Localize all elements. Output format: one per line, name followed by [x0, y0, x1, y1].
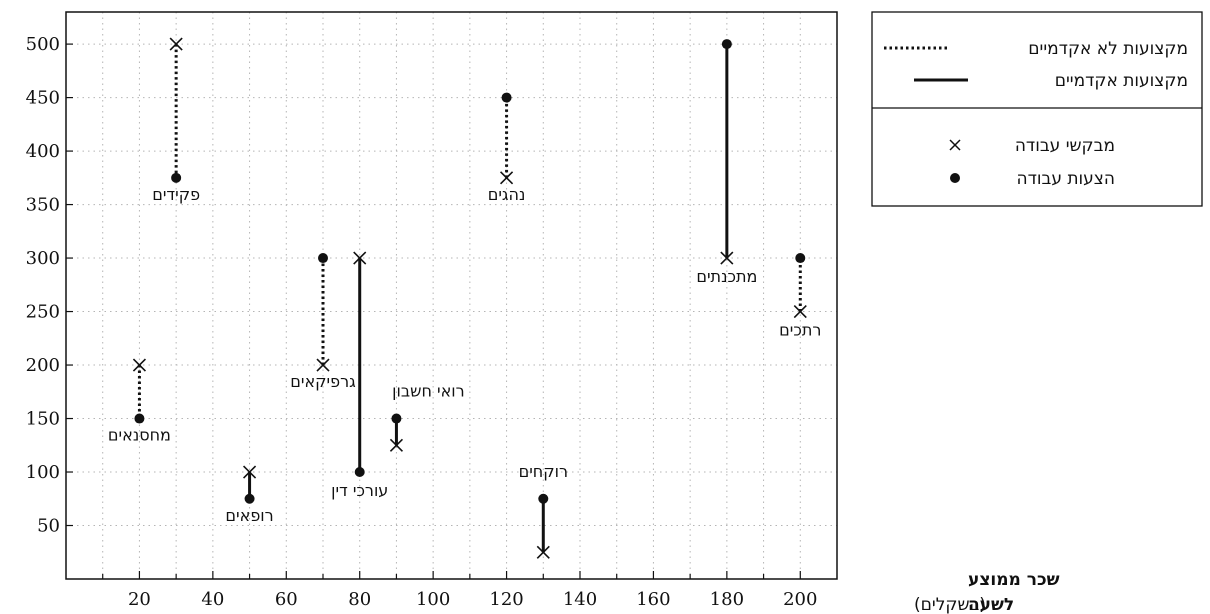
x-tick-label: 100	[416, 589, 450, 610]
y-tick-label: 300	[26, 248, 60, 269]
category-label: נהגים	[488, 185, 526, 204]
offers-marker	[134, 414, 144, 424]
y-tick-label: 350	[26, 195, 60, 216]
legend-label-offers: הצעות עבודה	[1016, 169, 1115, 189]
seekers-marker	[501, 172, 513, 184]
x-tick-label: 200	[783, 589, 817, 610]
data-pair: פקידים	[152, 38, 200, 204]
category-label: עורכי דין	[331, 481, 388, 500]
offers-marker	[171, 173, 181, 183]
category-label: גרפיקאים	[290, 372, 356, 391]
y-tick-label: 100	[26, 462, 60, 483]
x-axis-label-line1: שכר ממוצע	[968, 570, 1060, 590]
legend-offers-marker-icon	[950, 173, 960, 183]
axis-ticks: 20 40 60 80 100 120 140 160 180 200 50 100 150 200 250…	[26, 34, 818, 610]
x-tick-label: 20	[128, 589, 151, 610]
offers-marker	[538, 494, 548, 504]
data-pair: נהגים	[488, 93, 526, 204]
plot-frame	[66, 12, 837, 579]
x-tick-label: 160	[636, 589, 670, 610]
grid	[66, 12, 837, 579]
y-tick-label: 400	[26, 141, 60, 162]
category-label: רוקחים	[519, 462, 568, 481]
offers-marker	[722, 39, 732, 49]
offers-marker	[502, 93, 512, 103]
category-label: רתכים	[779, 321, 821, 340]
y-tick-label: 500	[26, 34, 60, 55]
data-pair: מחסנאים	[108, 359, 171, 444]
x-tick-label: 80	[348, 589, 371, 610]
offers-marker	[355, 467, 365, 477]
series: מחסנאים פקידים רופאים גרפיקאים עורכי דין רואי…	[108, 38, 821, 558]
x-tick-label: 180	[710, 589, 744, 610]
y-tick-label: 200	[26, 355, 60, 376]
x-tick-label: 40	[201, 589, 224, 610]
x-tick-label: 140	[563, 589, 597, 610]
legend-label-seekers: מבקשי עבודה	[1015, 136, 1115, 156]
offers-marker	[795, 253, 805, 263]
data-pair: רתכים	[779, 253, 821, 339]
legend-label-non-academic: מקצועות לא אקדמיים	[1028, 39, 1188, 59]
x-tick-label: 120	[489, 589, 523, 610]
category-label: מתכנתים	[696, 267, 757, 286]
offers-marker	[318, 253, 328, 263]
category-label: רואי חשבון	[392, 382, 465, 401]
seekers-marker	[317, 359, 329, 371]
data-pair: רופאים	[225, 466, 273, 525]
data-pair: רוקחים	[519, 462, 568, 558]
data-pair: רואי חשבון	[390, 382, 464, 452]
data-pair: מתכנתים	[696, 39, 757, 286]
x-axis-label-line2-unit: (בשקלים)	[914, 595, 986, 614]
y-tick-label: 250	[26, 302, 60, 323]
legend: מקצועות לא אקדמיים מקצועות אקדמיים מבקשי…	[872, 12, 1202, 206]
y-tick-label: 150	[26, 409, 60, 430]
category-label: פקידים	[152, 185, 200, 204]
offers-marker	[245, 494, 255, 504]
y-tick-label: 450	[26, 88, 60, 109]
legend-label-academic: מקצועות אקדמיים	[1055, 71, 1188, 91]
category-label: רופאים	[225, 506, 273, 525]
x-tick-label: 60	[275, 589, 298, 610]
offers-marker	[391, 414, 401, 424]
y-tick-label: 50	[37, 516, 60, 537]
category-label: מחסנאים	[108, 426, 171, 445]
